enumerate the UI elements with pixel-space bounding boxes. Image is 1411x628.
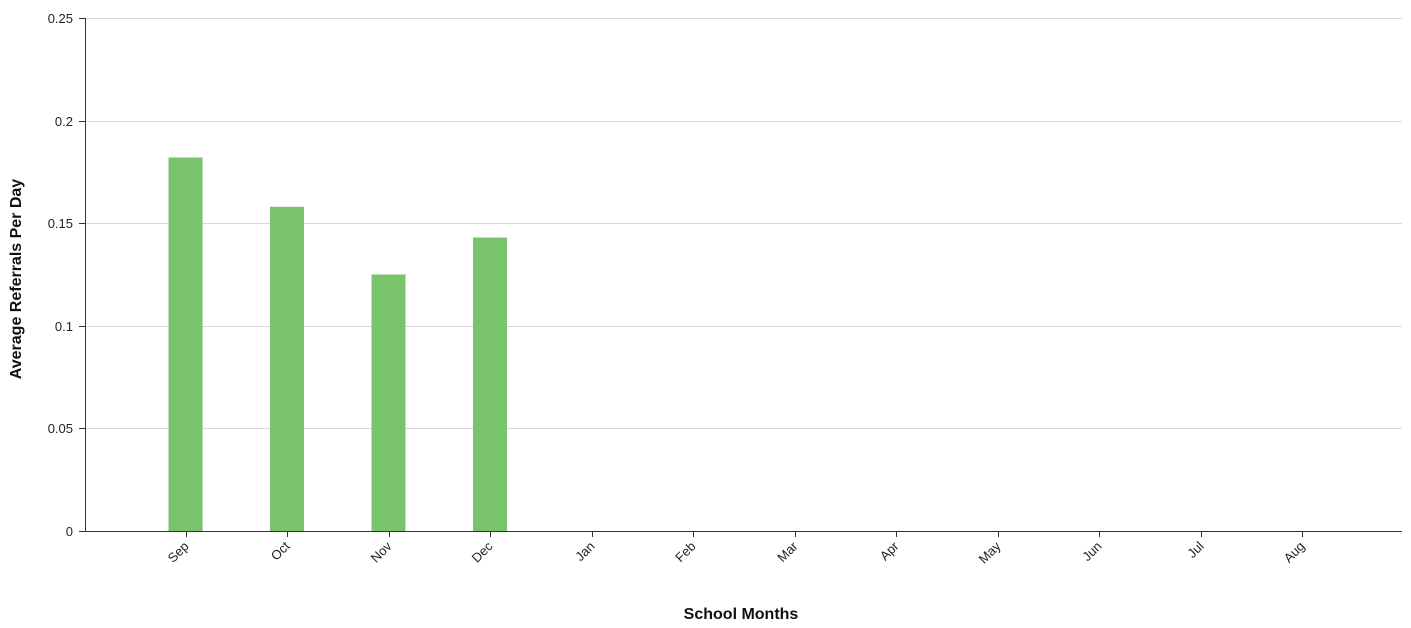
x-tick-label: Aug [1281,539,1308,566]
y-tick-label: 0.2 [55,114,73,129]
x-tick-label: Jul [1184,538,1206,560]
x-tick-label: Apr [877,538,902,563]
bar-dec [473,237,507,531]
x-tick-label: Jan [572,539,597,564]
x-tick-label: Jun [1079,539,1104,564]
gridlines [85,18,1402,429]
x-tick-label: Mar [774,538,801,565]
bar-nov [371,274,406,531]
y-axis-ticks: 0 0.05 0.1 0.15 0.2 0.25 [48,11,85,539]
x-tick-label: Feb [672,539,698,565]
x-tick-label: May [976,538,1004,566]
y-tick-label: 0.05 [48,421,73,436]
x-axis-ticks: Sep Oct Nov Dec Jan Feb Mar Apr May Jun Jul Aug [165,531,1308,566]
x-tick-label: Dec [469,538,496,565]
x-tick-label: Nov [368,538,395,565]
bars [168,157,507,531]
y-tick-label: 0.1 [55,319,73,334]
y-tick-label: 0.25 [48,11,73,26]
x-tick-label: Sep [165,539,192,566]
y-tick-label: 0.15 [48,216,73,231]
bar-oct [270,206,304,531]
y-axis-title: Average Referrals Per Day [8,179,25,380]
bar-sep [168,157,203,531]
y-tick-label: 0 [66,524,73,539]
x-axis-title: School Months [684,606,799,623]
x-tick-label: Oct [268,538,293,563]
axes [85,18,1402,532]
